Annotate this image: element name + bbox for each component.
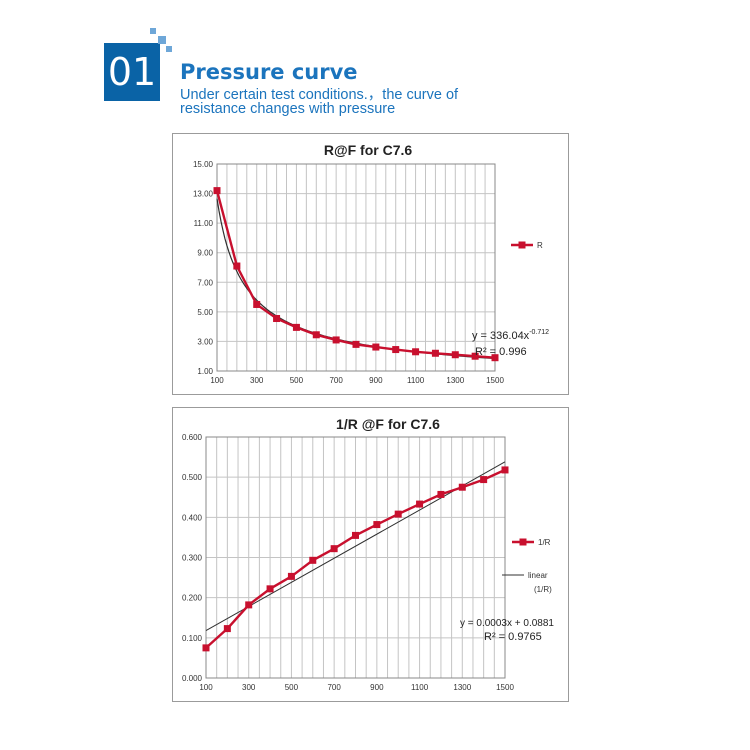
legend-label: R (537, 241, 543, 250)
r-squared-label: R² = 0.9765 (484, 631, 542, 643)
legend-marker (519, 538, 527, 546)
data-point-marker (202, 644, 210, 652)
data-point-marker (352, 531, 359, 539)
data-point-marker (471, 352, 479, 360)
data-point-marker (233, 262, 241, 270)
data-point-marker (501, 466, 509, 474)
data-point-marker (253, 300, 261, 308)
data-point-marker (372, 343, 380, 351)
y-tick-label: 11.00 (194, 219, 214, 228)
y-tick-label: 5.00 (197, 308, 213, 317)
chart-title: R@F for C7.6 (324, 142, 413, 158)
data-point-marker (392, 346, 400, 354)
trendline-equation: y = 336.04x-0.712 (472, 329, 549, 342)
legend-trend-label: (1/R) (534, 585, 552, 594)
y-tick-label: 7.00 (197, 278, 213, 287)
x-tick-label: 700 (329, 376, 343, 385)
data-point-marker (223, 625, 231, 633)
data-point-marker (213, 187, 221, 195)
x-tick-label: 500 (285, 683, 299, 692)
data-point-marker (480, 476, 488, 484)
data-point-marker (373, 521, 381, 529)
data-point-marker (292, 323, 300, 331)
data-point-marker (245, 601, 253, 609)
y-tick-label: 0.100 (182, 634, 203, 643)
conductance-chart: 1/R @F for C7.6 0.000 0.100 0.200 0.300 0.400… (182, 416, 554, 692)
y-tick-label: 0.300 (182, 554, 203, 563)
trendline-equation: y = 0.0003x + 0.0881 (460, 618, 554, 629)
x-tick-label: 1500 (496, 683, 514, 692)
data-point-marker (431, 349, 439, 357)
data-point-marker (287, 572, 295, 580)
data-point-marker (266, 585, 274, 593)
y-tick-label: 1.00 (197, 367, 213, 376)
legend-label: 1/R (538, 538, 551, 547)
x-tick-label: 300 (242, 683, 256, 692)
x-tick-label: 1300 (446, 376, 464, 385)
resistance-chart: R@F for C7.6 1.00 3.00 5.00 7.00 9.00 11.00 13.… (193, 142, 549, 385)
data-point-marker (273, 315, 281, 323)
legend-trend-label: linear (528, 571, 548, 580)
decor-square (158, 36, 166, 44)
x-tick-label: 100 (210, 376, 224, 385)
data-point-marker (312, 331, 320, 339)
y-tick-label: 0.000 (182, 674, 203, 683)
y-tick-label: 0.400 (182, 513, 203, 522)
page-subtitle: Under certain test conditions.，the curve… (180, 87, 510, 117)
y-tick-label: 3.00 (197, 337, 213, 346)
plot-area-border (205, 436, 506, 679)
x-tick-label: 500 (290, 376, 304, 385)
x-tick-label: 700 (327, 683, 341, 692)
x-tick-label: 100 (199, 683, 213, 692)
page-title: Pressure curve (180, 60, 358, 84)
x-tick-label: 1500 (486, 376, 504, 385)
decor-square (166, 46, 172, 52)
y-tick-label: 13.00 (193, 190, 214, 199)
plot-area-border (216, 163, 496, 372)
x-tick-label: 1100 (411, 683, 429, 692)
decor-square (150, 28, 156, 34)
x-tick-label: 300 (250, 376, 264, 385)
data-point-marker (332, 336, 340, 344)
legend-marker (518, 241, 526, 249)
x-tick-label: 1100 (407, 376, 425, 385)
x-tick-label: 900 (370, 683, 384, 692)
chart-panel-resistance: R@F for C7.6 1.00 3.00 5.00 7.00 9.00 11.00 13.… (172, 133, 569, 395)
y-tick-label: 9.00 (197, 249, 213, 258)
data-point-marker (352, 340, 360, 348)
x-tick-label: 1300 (453, 683, 471, 692)
chart-panel-conductance: 1/R @F for C7.6 0.000 0.100 0.200 0.300 0.400… (172, 407, 569, 702)
y-tick-label: 15.00 (193, 160, 214, 169)
y-tick-label: 0.200 (182, 594, 203, 603)
data-point-marker (416, 500, 424, 508)
y-tick-label: 0.600 (182, 433, 203, 442)
data-point-marker (309, 556, 317, 564)
section-number-badge: 01 (104, 43, 160, 101)
data-point-marker (394, 510, 402, 518)
r-squared-label: R² = 0.996 (475, 346, 527, 358)
y-tick-label: 0.500 (182, 473, 203, 482)
data-point-marker (330, 545, 338, 553)
x-tick-label: 900 (369, 376, 383, 385)
chart-title: 1/R @F for C7.6 (336, 416, 440, 432)
data-point-marker (412, 348, 420, 356)
subtitle-line-2: resistance changes with pressure (180, 101, 396, 117)
data-point-marker (458, 483, 466, 491)
subtitle-line-1: Under certain test conditions.，the curve… (180, 87, 459, 103)
data-point-marker (491, 354, 499, 362)
data-point-marker (451, 351, 459, 359)
data-point-marker (437, 490, 445, 498)
